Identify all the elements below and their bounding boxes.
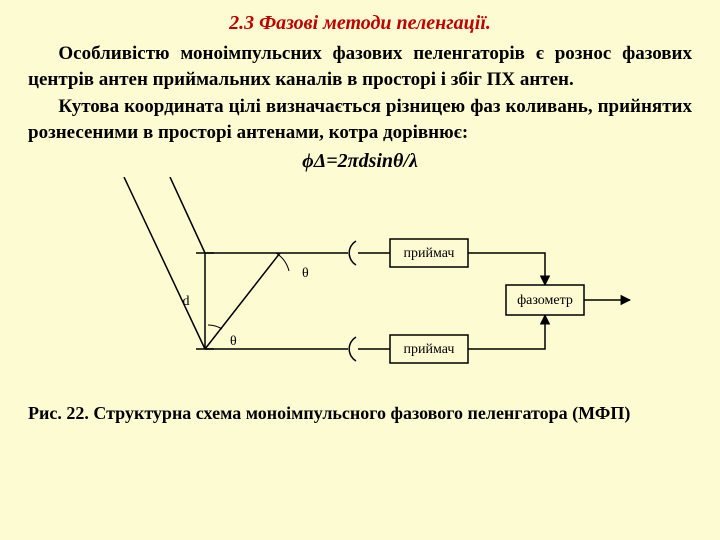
formula: ϕΔ=2πdsinθ/λ xyxy=(28,150,692,173)
diagram-container: d θ θ приймач приймач фазомет xyxy=(28,177,692,397)
wave-rays xyxy=(124,177,320,349)
label-d: d xyxy=(183,294,190,309)
figure-caption: Рис. 22. Структурна схема моноімпульсног… xyxy=(28,403,692,424)
phase-pelengator-diagram: d θ θ приймач приймач фазомет xyxy=(70,177,650,397)
receiver-1-label: приймач xyxy=(404,246,455,261)
theta-arc-2 xyxy=(208,325,222,329)
edge-rx1-phm xyxy=(468,253,545,285)
paragraph-2: Кутова координата цілі визначається різн… xyxy=(28,94,692,145)
wavefront-line xyxy=(205,253,280,349)
paragraph-1: Особливістю моноімпульсних фазових пелен… xyxy=(28,41,692,92)
antenna-bot-icon xyxy=(349,337,356,361)
label-theta-1: θ xyxy=(302,266,309,281)
antenna-top-icon xyxy=(349,241,356,265)
receiver-2-label: приймач xyxy=(404,342,455,357)
label-theta-2: θ xyxy=(230,334,237,349)
section-title: 2.3 Фазові методи пеленгації. xyxy=(28,12,692,35)
edge-rx2-phm xyxy=(468,315,545,349)
phasemeter-label: фазометр xyxy=(517,293,573,308)
